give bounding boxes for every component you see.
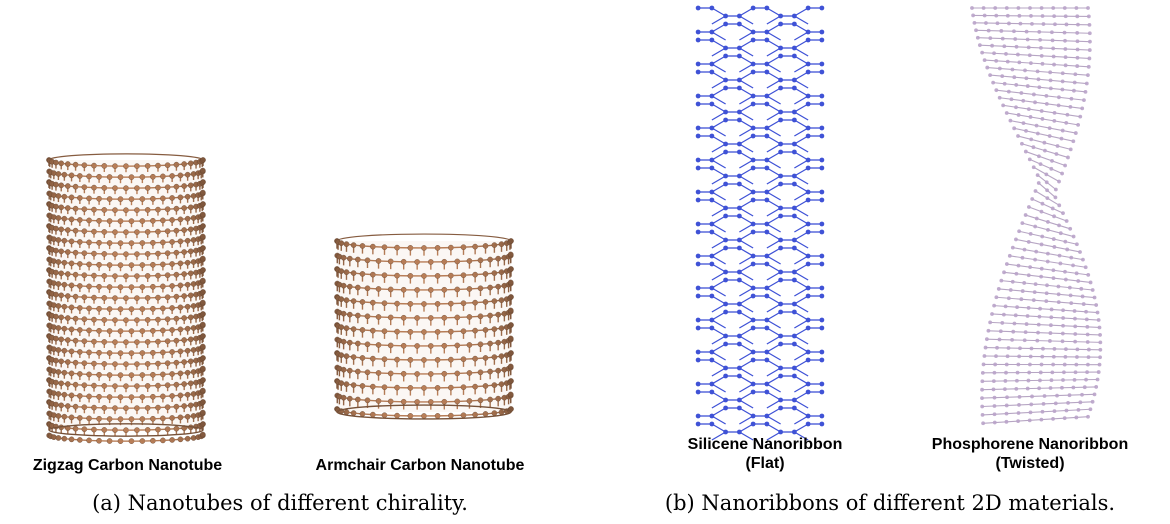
zigzag-carbon-nanotube-illustration [46, 153, 206, 444]
phosphorene-label-line2: (Twisted) [995, 455, 1065, 472]
silicene-nanoribbon-label: Silicene Nanoribbon (Flat) [650, 435, 880, 473]
phosphorene-nanoribbon-illustration [970, 6, 1103, 426]
phosphorene-nanoribbon-label: Phosphorene Nanoribbon (Twisted) [895, 435, 1165, 473]
caption-panel-b: (b) Nanoribbons of different 2D material… [664, 491, 1116, 515]
armchair-nanotube-label: Armchair Carbon Nanotube [315, 457, 525, 474]
silicene-nanoribbon-illustration [695, 5, 825, 441]
caption-panel-a: (a) Nanotubes of different chirality. [92, 491, 468, 515]
phosphorene-label-line1: Phosphorene Nanoribbon [931, 436, 1129, 453]
silicene-label-line2: (Flat) [745, 455, 785, 472]
armchair-carbon-nanotube-illustration [334, 233, 514, 420]
silicene-label-line1: Silicene Nanoribbon [687, 436, 843, 453]
zigzag-nanotube-label: Zigzag Carbon Nanotube [32, 457, 223, 474]
